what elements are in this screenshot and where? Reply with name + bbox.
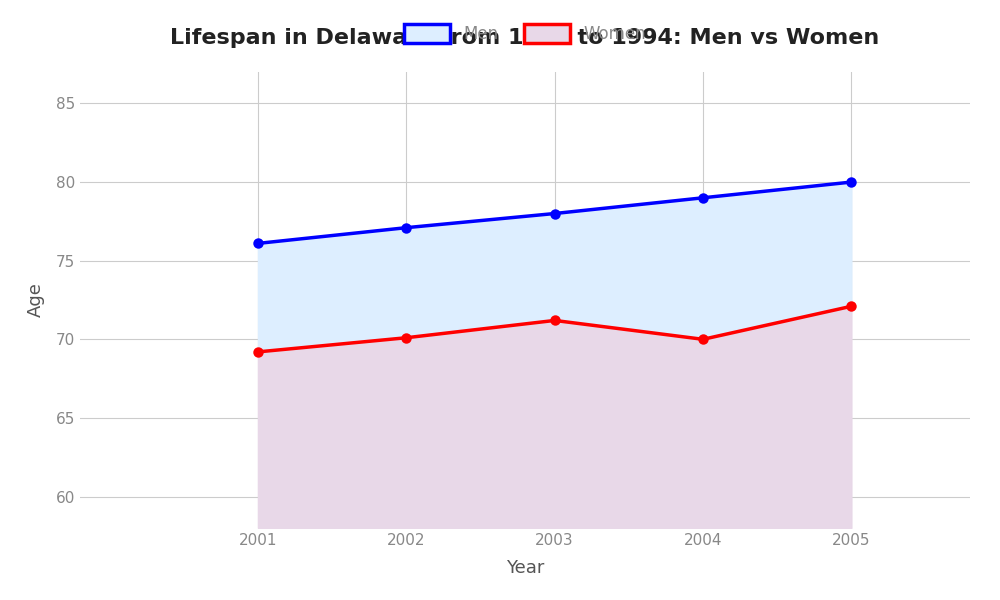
Title: Lifespan in Delaware from 1974 to 1994: Men vs Women: Lifespan in Delaware from 1974 to 1994: … (170, 28, 880, 48)
Legend: Men, Women: Men, Women (397, 17, 653, 50)
X-axis label: Year: Year (506, 559, 544, 577)
Y-axis label: Age: Age (27, 283, 45, 317)
